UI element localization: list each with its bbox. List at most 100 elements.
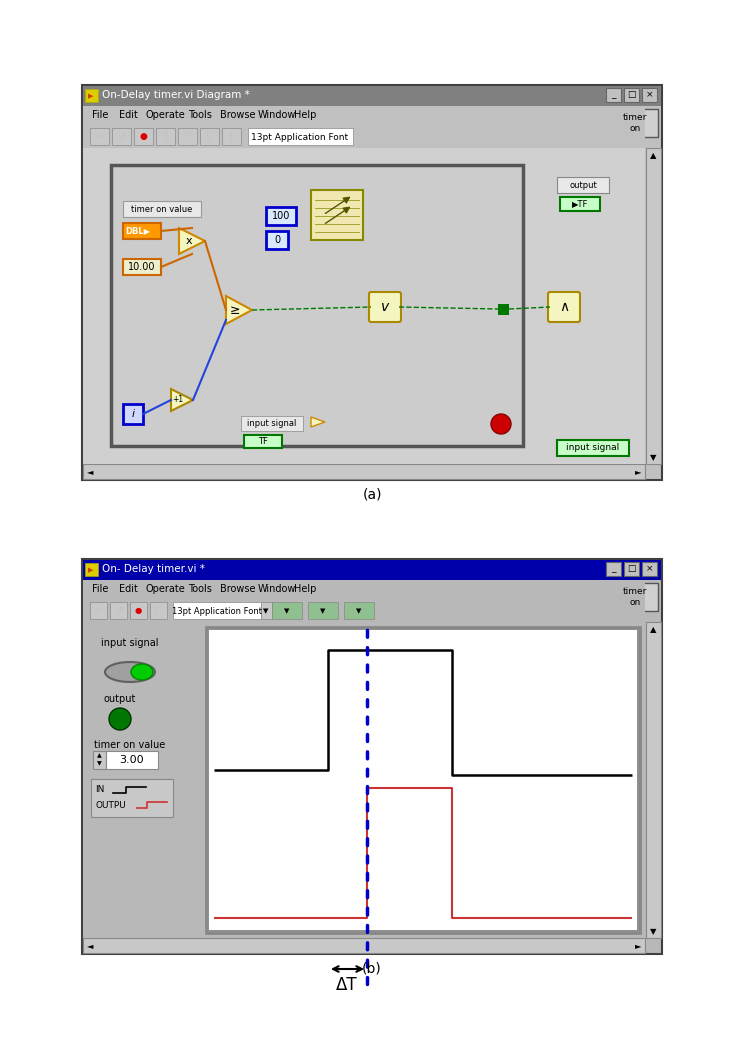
Text: ⏸: ⏸	[156, 607, 161, 615]
Text: ▶: ▶	[89, 93, 94, 99]
Text: ⏸: ⏸	[162, 133, 167, 142]
Text: On-Delay timer.vi Diagram *: On-Delay timer.vi Diagram *	[102, 90, 250, 100]
FancyBboxPatch shape	[83, 148, 645, 464]
FancyBboxPatch shape	[241, 416, 303, 431]
Text: Window: Window	[257, 584, 295, 594]
Circle shape	[491, 414, 511, 434]
FancyBboxPatch shape	[83, 86, 661, 106]
Text: ►: ►	[635, 467, 641, 477]
Text: ●: ●	[135, 607, 142, 615]
FancyBboxPatch shape	[83, 622, 645, 938]
Text: 0: 0	[274, 235, 280, 245]
Text: File: File	[92, 110, 109, 120]
FancyBboxPatch shape	[83, 464, 645, 479]
Text: Tools: Tools	[188, 584, 212, 594]
FancyBboxPatch shape	[123, 404, 143, 424]
FancyBboxPatch shape	[642, 562, 657, 576]
Text: v: v	[381, 300, 389, 313]
Circle shape	[109, 708, 131, 730]
Text: ◄: ◄	[87, 942, 93, 951]
FancyBboxPatch shape	[123, 201, 201, 217]
FancyBboxPatch shape	[222, 128, 241, 145]
FancyBboxPatch shape	[82, 85, 662, 480]
FancyBboxPatch shape	[646, 148, 661, 464]
FancyBboxPatch shape	[209, 630, 637, 930]
FancyBboxPatch shape	[91, 778, 173, 817]
FancyBboxPatch shape	[498, 304, 509, 315]
FancyBboxPatch shape	[344, 602, 374, 619]
FancyBboxPatch shape	[244, 434, 282, 448]
FancyBboxPatch shape	[130, 602, 147, 619]
FancyBboxPatch shape	[156, 128, 175, 145]
Text: output: output	[104, 694, 136, 704]
Text: input signal: input signal	[566, 444, 620, 452]
Text: ↑: ↑	[227, 133, 235, 142]
FancyBboxPatch shape	[83, 124, 645, 148]
Text: _: _	[612, 90, 616, 100]
Text: ▼: ▼	[650, 453, 656, 463]
Text: On- Delay timer.vi *: On- Delay timer.vi *	[102, 564, 205, 574]
FancyBboxPatch shape	[369, 292, 401, 322]
Text: output: output	[569, 181, 597, 189]
FancyBboxPatch shape	[93, 751, 106, 769]
Polygon shape	[311, 417, 325, 427]
FancyBboxPatch shape	[206, 627, 640, 933]
Text: ▼: ▼	[97, 762, 102, 767]
Text: input signal: input signal	[247, 419, 297, 428]
Text: DBL▶: DBL▶	[126, 226, 150, 236]
FancyBboxPatch shape	[112, 128, 131, 145]
FancyBboxPatch shape	[606, 88, 621, 102]
Text: _: _	[612, 565, 616, 573]
FancyBboxPatch shape	[85, 563, 98, 576]
Text: ►: ►	[635, 942, 641, 951]
FancyBboxPatch shape	[83, 106, 645, 124]
Text: TF: TF	[258, 437, 268, 446]
Text: ▲: ▲	[650, 151, 656, 161]
Text: Operate: Operate	[146, 110, 185, 120]
FancyBboxPatch shape	[123, 259, 161, 275]
Text: (b): (b)	[362, 962, 382, 976]
Text: ↺: ↺	[118, 133, 125, 142]
Text: 📁: 📁	[206, 133, 212, 142]
Text: 10.00: 10.00	[128, 262, 155, 272]
Text: Edit: Edit	[119, 110, 138, 120]
Text: ⇦: ⇦	[95, 607, 102, 615]
Text: input signal: input signal	[101, 638, 158, 648]
FancyBboxPatch shape	[83, 580, 645, 598]
FancyBboxPatch shape	[83, 598, 645, 622]
FancyBboxPatch shape	[178, 128, 197, 145]
FancyBboxPatch shape	[90, 128, 109, 145]
FancyBboxPatch shape	[624, 562, 639, 576]
Text: OUTPU: OUTPU	[95, 801, 126, 809]
FancyBboxPatch shape	[548, 292, 580, 322]
FancyBboxPatch shape	[612, 583, 658, 611]
Text: Edit: Edit	[119, 584, 138, 594]
Text: ▼: ▼	[284, 608, 289, 614]
Text: 13pt Application Font: 13pt Application Font	[172, 607, 262, 615]
FancyBboxPatch shape	[83, 938, 645, 953]
FancyBboxPatch shape	[83, 560, 661, 580]
Polygon shape	[179, 228, 205, 254]
FancyBboxPatch shape	[642, 88, 657, 102]
Text: ×: ×	[646, 90, 653, 100]
FancyBboxPatch shape	[266, 231, 288, 249]
Text: ΔT: ΔT	[336, 976, 358, 994]
Text: +1: +1	[173, 396, 184, 405]
Text: ▼: ▼	[650, 928, 656, 936]
Text: IN: IN	[95, 786, 104, 794]
Text: ▼: ▼	[356, 608, 362, 614]
FancyBboxPatch shape	[311, 190, 363, 240]
Text: (a): (a)	[362, 488, 382, 502]
FancyBboxPatch shape	[308, 602, 338, 619]
Text: i: i	[132, 409, 135, 419]
Text: 3.00: 3.00	[120, 755, 144, 765]
FancyBboxPatch shape	[272, 602, 302, 619]
FancyBboxPatch shape	[266, 207, 296, 225]
Text: x: x	[186, 236, 192, 246]
Text: ●: ●	[139, 133, 147, 142]
FancyBboxPatch shape	[560, 197, 600, 211]
FancyBboxPatch shape	[150, 602, 167, 619]
Text: ◄: ◄	[87, 467, 93, 477]
Text: ⇦: ⇦	[95, 133, 103, 142]
FancyBboxPatch shape	[624, 88, 639, 102]
